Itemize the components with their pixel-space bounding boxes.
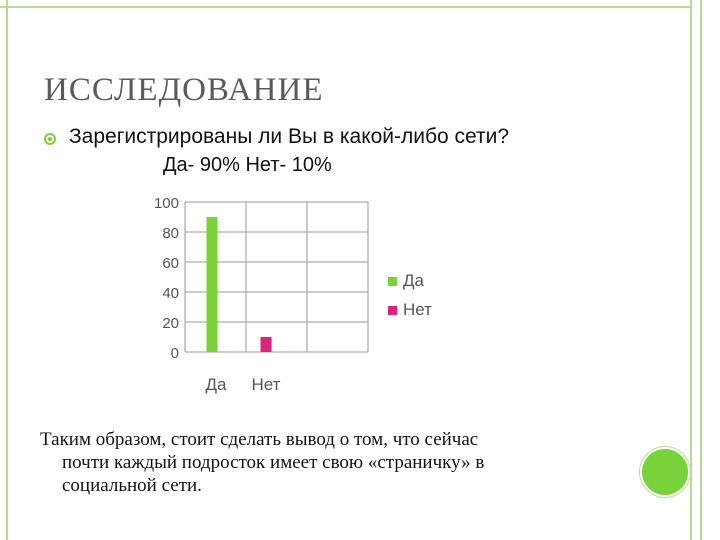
bar-da: [206, 217, 218, 352]
legend-swatch-net: [388, 305, 397, 315]
frame-left-line: [6, 0, 8, 540]
legend-item-da: Да: [388, 271, 424, 291]
slide-title: ИССЛЕДОВАНИЕ: [44, 72, 324, 108]
survey-answer: Да- 90% Нет- 10%: [163, 154, 332, 176]
bar-chart: 100 80 60 40 20 0 Да Нет: [154, 195, 369, 394]
conclusion-line-2: почти каждый подросток имеет свою «стран…: [62, 452, 485, 473]
circle-bullet-icon: [44, 133, 56, 145]
legend-label-da: Да: [403, 271, 424, 290]
frame-top-line: [0, 6, 692, 8]
frame-right-inner-line: [690, 0, 692, 540]
conclusion-line-1: Таким образом, стоит сделать вывод о том…: [40, 429, 479, 450]
conclusion-text: Таким образом, стоит сделать вывод о том…: [40, 428, 600, 497]
frame-right-outer-line: [700, 0, 702, 540]
bar-net: [260, 337, 272, 352]
legend-swatch-da: [388, 276, 397, 286]
legend-label-net: Нет: [403, 300, 432, 319]
y-tick-label: 0: [171, 345, 179, 362]
conclusion-line-3: социальной сети.: [62, 475, 202, 496]
green-circle-icon[interactable]: [640, 447, 690, 497]
y-tick-label: 80: [162, 225, 179, 242]
y-tick-label: 40: [162, 285, 179, 302]
survey-question: Зарегистрированы ли Вы в какой-либо сети…: [69, 125, 510, 148]
y-tick-label: 60: [162, 255, 179, 272]
legend-item-net: Нет: [388, 300, 432, 320]
y-tick-label: 20: [162, 315, 179, 332]
x-tick-label: Нет: [252, 375, 281, 394]
x-tick-label: Да: [206, 375, 228, 394]
y-tick-label: 100: [154, 195, 179, 212]
